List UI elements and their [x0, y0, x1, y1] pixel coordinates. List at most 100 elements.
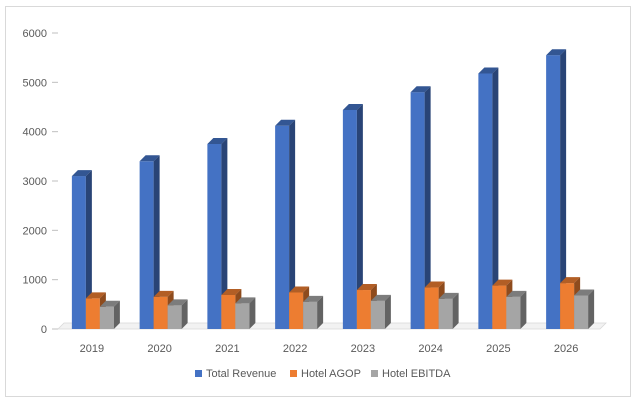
bar-front: [275, 125, 290, 329]
legend-label: Hotel AGOP: [301, 368, 361, 380]
bar-top: [492, 279, 513, 286]
bar-total-revenue-2026: [546, 49, 567, 329]
bar-hotel-ebitda-2021: [235, 297, 256, 329]
legend-swatch: [195, 370, 202, 377]
bar-front: [207, 144, 222, 329]
bar-front: [235, 303, 250, 329]
x-tick-label: 2021: [215, 343, 239, 355]
bar-front: [574, 295, 589, 329]
bar-front: [342, 109, 357, 330]
bar-front: [410, 92, 425, 329]
bar-front: [506, 296, 521, 329]
bar-side: [221, 138, 228, 329]
bar-hotel-ebitda-2023: [370, 294, 391, 329]
bar-side: [85, 170, 92, 329]
axis-layer: 0 1000 2000 3000 4000 5000 6000 2019 2020 2021 202…: [23, 28, 607, 355]
bar-hotel-ebitda-2019: [99, 300, 120, 329]
legend-swatch: [290, 370, 297, 377]
bar-total-revenue-2021: [207, 138, 228, 329]
bar-top: [560, 277, 581, 284]
bar-side: [492, 67, 499, 329]
bar-total-revenue-2022: [275, 119, 296, 329]
bars-layer: [71, 49, 595, 330]
bar-side: [560, 49, 567, 329]
legend-label: Total Revenue: [206, 368, 276, 380]
bar-hotel-ebitda-2020: [167, 299, 188, 329]
bar-front: [356, 290, 371, 329]
bar-total-revenue-2024: [410, 86, 431, 329]
bar-side: [520, 290, 527, 329]
bar-top: [574, 289, 595, 296]
bar-front: [560, 283, 575, 329]
bar-top: [356, 284, 377, 291]
x-tick-label: 2024: [418, 343, 442, 355]
bar-top: [289, 286, 310, 293]
y-tick-label: 1000: [23, 275, 47, 287]
bar-top: [139, 155, 160, 162]
y-tick-label: 3000: [23, 176, 47, 188]
legend-label: Hotel EBITDA: [382, 368, 451, 380]
bar-top: [167, 299, 188, 306]
bar-top: [153, 290, 174, 297]
bar-top: [370, 294, 391, 301]
bar-top: [438, 292, 459, 299]
x-tick-label: 2023: [351, 343, 375, 355]
bar-top: [546, 49, 567, 56]
bar-side: [424, 86, 431, 329]
x-tick-label: 2025: [486, 343, 510, 355]
bar-side: [249, 297, 256, 329]
x-tick-label: 2026: [554, 343, 578, 355]
bar-front: [139, 161, 154, 329]
bar-total-revenue-2023: [342, 103, 363, 330]
bar-top: [506, 290, 527, 297]
bar-front: [167, 305, 182, 329]
bar-hotel-ebitda-2026: [574, 289, 595, 329]
legend: Total Revenue Hotel AGOP Hotel EBITDA: [195, 368, 451, 380]
bar-top: [478, 67, 499, 74]
bar-side: [113, 300, 120, 329]
legend-item-hotel-agop: Hotel AGOP: [290, 368, 361, 380]
y-tick-label: 0: [41, 324, 47, 336]
legend-item-hotel-ebitda: Hotel EBITDA: [371, 368, 451, 380]
bar-front: [303, 301, 318, 329]
bar-hotel-ebitda-2022: [303, 295, 324, 329]
bar-front: [85, 298, 100, 329]
bar-front: [478, 73, 493, 329]
bar-front: [289, 292, 304, 329]
bar-side: [452, 292, 459, 329]
legend-swatch: [371, 370, 378, 377]
legend-item-total-revenue: Total Revenue: [195, 368, 276, 380]
bar-front: [438, 298, 453, 329]
bar-front: [221, 294, 236, 329]
bar-side: [181, 299, 188, 329]
bar-front: [546, 55, 561, 329]
bar-front: [153, 296, 168, 329]
bar-front: [71, 176, 86, 329]
y-tick-label: 2000: [23, 225, 47, 237]
bar-top: [235, 297, 256, 304]
bar-front: [424, 287, 439, 329]
bar-top: [207, 138, 228, 144]
bar-side: [153, 155, 160, 329]
x-tick-label: 2022: [283, 343, 307, 355]
bar-top: [221, 288, 242, 295]
bar-hotel-ebitda-2024: [438, 292, 459, 329]
bar-top: [85, 292, 106, 299]
bar-top: [99, 300, 120, 307]
chart-frame: [5, 6, 631, 397]
bar-top: [424, 281, 445, 288]
bar-side: [289, 119, 296, 329]
bar-side: [384, 294, 391, 329]
bar-total-revenue-2020: [139, 155, 160, 329]
y-tick-label: 5000: [23, 77, 47, 89]
bar-side: [588, 289, 595, 329]
bar-front: [492, 285, 507, 329]
bar-hotel-ebitda-2025: [506, 290, 527, 329]
bar-front: [370, 300, 385, 329]
bar-side: [317, 295, 324, 329]
bar-top: [303, 295, 324, 302]
bar-total-revenue-2019: [71, 170, 92, 329]
y-tick-label: 4000: [23, 127, 47, 139]
x-tick-label: 2019: [80, 343, 104, 355]
